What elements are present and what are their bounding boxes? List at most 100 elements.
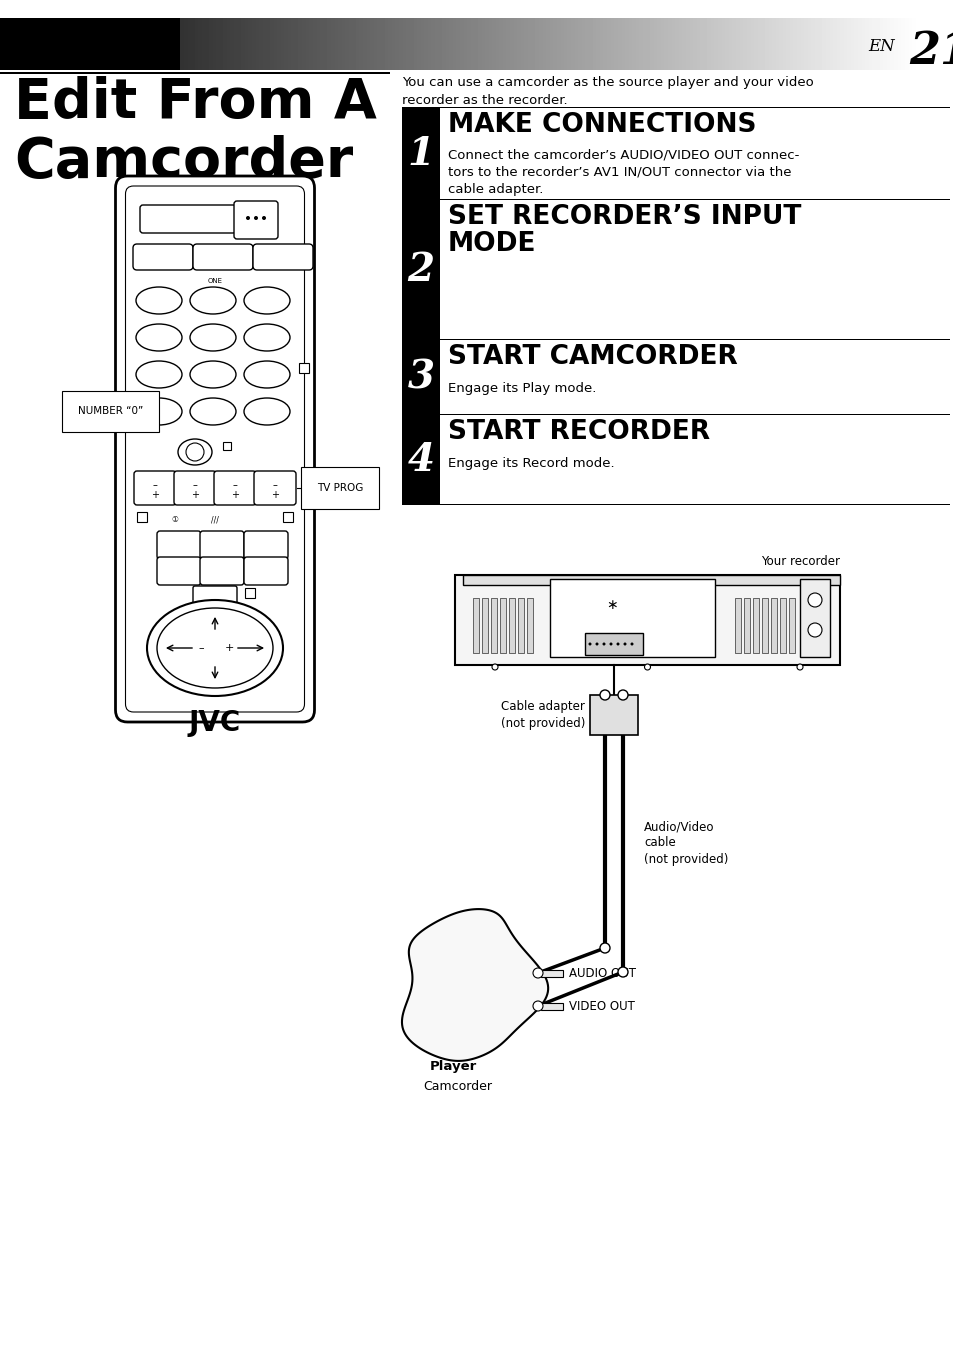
Text: VIDEO OUT: VIDEO OUT xyxy=(568,1000,634,1013)
Bar xyxy=(761,598,767,653)
FancyBboxPatch shape xyxy=(115,175,314,722)
Polygon shape xyxy=(401,909,548,1060)
Ellipse shape xyxy=(178,438,212,465)
Text: Camcorder: Camcorder xyxy=(423,1081,492,1093)
Bar xyxy=(401,503,949,505)
Bar xyxy=(245,588,254,598)
FancyBboxPatch shape xyxy=(253,244,313,270)
Text: 1: 1 xyxy=(407,135,434,173)
Text: You can use a camcorder as the source player and your video
recorder as the reco: You can use a camcorder as the source pl… xyxy=(401,76,813,107)
FancyBboxPatch shape xyxy=(244,532,288,558)
Circle shape xyxy=(595,642,598,646)
Circle shape xyxy=(246,216,250,220)
Text: +: + xyxy=(151,490,159,500)
Bar xyxy=(743,598,749,653)
FancyBboxPatch shape xyxy=(132,244,193,270)
Text: Connect the camcorder’s AUDIO/VIDEO OUT connec-
tors to the recorder’s AV1 IN/OU: Connect the camcorder’s AUDIO/VIDEO OUT … xyxy=(448,148,799,196)
FancyBboxPatch shape xyxy=(173,471,215,505)
Bar xyxy=(550,579,714,657)
Ellipse shape xyxy=(147,600,283,696)
Bar xyxy=(780,598,785,653)
Circle shape xyxy=(644,664,650,670)
Text: JVC: JVC xyxy=(189,710,241,737)
Bar xyxy=(473,598,478,653)
Text: TV PROG: TV PROG xyxy=(316,483,363,492)
Text: ///: /// xyxy=(211,515,218,525)
Ellipse shape xyxy=(244,287,290,314)
Ellipse shape xyxy=(190,398,235,425)
Circle shape xyxy=(796,664,802,670)
Bar xyxy=(401,200,439,340)
Text: +: + xyxy=(271,490,278,500)
Text: Engage its Record mode.: Engage its Record mode. xyxy=(448,457,614,469)
FancyBboxPatch shape xyxy=(140,205,235,233)
Bar xyxy=(401,340,439,415)
FancyBboxPatch shape xyxy=(157,557,201,585)
Bar xyxy=(734,598,740,653)
Text: START RECORDER: START RECORDER xyxy=(448,420,709,445)
Bar xyxy=(223,442,231,451)
Circle shape xyxy=(533,969,542,978)
Bar xyxy=(788,598,794,653)
Circle shape xyxy=(618,967,627,977)
Text: SET RECORDER’S INPUT
MODE: SET RECORDER’S INPUT MODE xyxy=(448,204,801,258)
Circle shape xyxy=(262,216,266,220)
Bar xyxy=(481,598,488,653)
Circle shape xyxy=(807,623,821,637)
Ellipse shape xyxy=(244,362,290,389)
Bar xyxy=(919,18,953,70)
Bar xyxy=(540,1004,562,1010)
Bar xyxy=(401,108,439,200)
Text: 21: 21 xyxy=(908,30,953,73)
FancyBboxPatch shape xyxy=(200,532,244,558)
FancyBboxPatch shape xyxy=(200,557,244,585)
Circle shape xyxy=(599,689,609,700)
Text: Audio/Video
cable
(not provided): Audio/Video cable (not provided) xyxy=(643,820,727,866)
Bar xyxy=(499,598,505,653)
Bar xyxy=(0,18,180,70)
Text: Player: Player xyxy=(430,1060,476,1072)
Text: MAKE CONNECTIONS: MAKE CONNECTIONS xyxy=(448,112,756,138)
Circle shape xyxy=(492,664,497,670)
Circle shape xyxy=(630,642,633,646)
FancyBboxPatch shape xyxy=(193,585,236,604)
Bar xyxy=(491,598,497,653)
Text: Camcorder: Camcorder xyxy=(14,135,353,189)
Text: Your recorder: Your recorder xyxy=(760,554,840,568)
Bar xyxy=(526,598,533,653)
Text: ONE: ONE xyxy=(208,278,222,285)
Text: –: – xyxy=(193,480,197,490)
FancyBboxPatch shape xyxy=(244,557,288,585)
Bar xyxy=(455,575,840,665)
Text: ①: ① xyxy=(172,515,178,525)
FancyBboxPatch shape xyxy=(233,201,277,239)
Text: ∗: ∗ xyxy=(606,598,618,612)
Text: –: – xyxy=(152,480,157,490)
FancyBboxPatch shape xyxy=(253,471,295,505)
Bar xyxy=(0,71,390,74)
Text: 4: 4 xyxy=(407,441,434,479)
Text: –: – xyxy=(233,480,237,490)
Ellipse shape xyxy=(136,324,182,351)
Circle shape xyxy=(602,642,605,646)
Circle shape xyxy=(609,642,612,646)
Text: AUDIO OUT: AUDIO OUT xyxy=(568,967,636,979)
FancyBboxPatch shape xyxy=(193,244,253,270)
Bar xyxy=(401,107,949,108)
Ellipse shape xyxy=(136,362,182,389)
Bar xyxy=(584,633,642,656)
Ellipse shape xyxy=(136,287,182,314)
Text: +: + xyxy=(224,643,233,653)
Bar xyxy=(752,598,759,653)
Bar xyxy=(145,206,163,216)
Circle shape xyxy=(807,594,821,607)
Circle shape xyxy=(599,943,609,952)
Bar xyxy=(509,598,515,653)
Ellipse shape xyxy=(244,398,290,425)
Ellipse shape xyxy=(190,324,235,351)
Text: Edit From A: Edit From A xyxy=(14,76,376,130)
Text: +: + xyxy=(231,490,239,500)
FancyBboxPatch shape xyxy=(133,471,175,505)
Text: 3: 3 xyxy=(407,359,434,397)
Circle shape xyxy=(623,642,626,646)
